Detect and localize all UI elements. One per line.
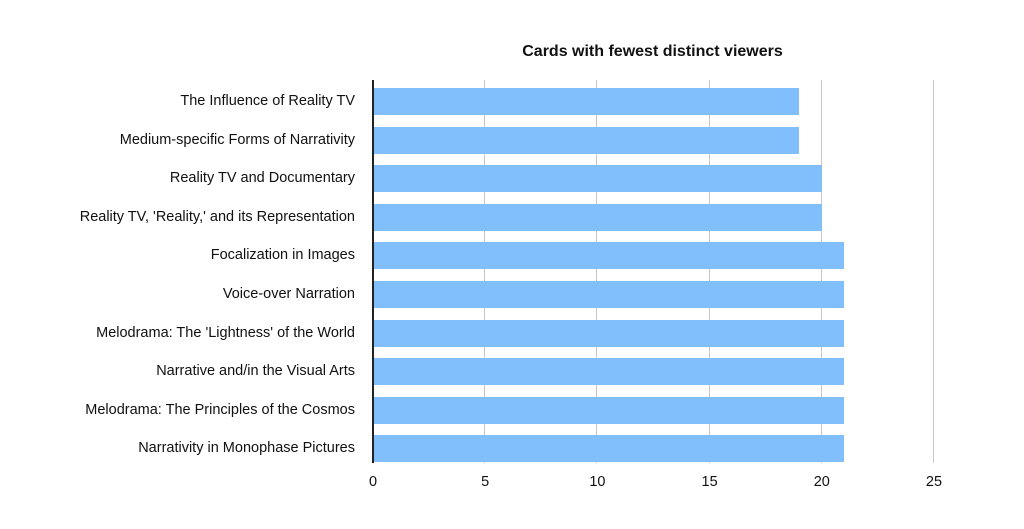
category-label: Voice-over Narration bbox=[222, 286, 355, 302]
bar bbox=[373, 242, 845, 270]
bar bbox=[373, 319, 845, 347]
category-label: Reality TV and Documentary bbox=[169, 170, 355, 187]
bar bbox=[373, 126, 800, 154]
x-tick-label: 5 bbox=[481, 474, 490, 490]
category-label: Melodrama: The 'Lightness' of the World bbox=[96, 324, 355, 341]
bar bbox=[373, 396, 845, 424]
gridline bbox=[709, 80, 710, 463]
bar bbox=[373, 165, 822, 193]
category-label: Narrativity in Monophase Pictures bbox=[138, 440, 355, 457]
x-tick-label: 0 bbox=[368, 474, 378, 490]
category-label: The Influence of Reality TV bbox=[180, 93, 355, 109]
category-label: Narrative and/in the Visual Arts bbox=[156, 363, 355, 380]
category-label: Focalization in Images bbox=[210, 247, 355, 264]
gridline bbox=[596, 80, 597, 463]
bar bbox=[373, 281, 845, 308]
bar bbox=[373, 358, 845, 386]
gridline bbox=[484, 80, 485, 463]
bar bbox=[373, 88, 800, 115]
x-tick-label: 10 bbox=[589, 474, 606, 490]
gridline bbox=[933, 80, 934, 463]
y-axis-line bbox=[372, 80, 374, 463]
bar bbox=[373, 435, 845, 463]
category-label: Medium-specific Forms of Narrativity bbox=[119, 131, 355, 148]
bar bbox=[373, 203, 822, 231]
category-label: Melodrama: The Principles of the Cosmos bbox=[85, 401, 355, 418]
category-label: Reality TV, 'Reality,' and its Represent… bbox=[79, 208, 355, 225]
plot-area bbox=[372, 80, 934, 463]
chart-title: Cards with fewest distinct viewers bbox=[522, 43, 783, 60]
x-tick-label: 15 bbox=[701, 474, 718, 490]
x-tick-label: 25 bbox=[925, 474, 943, 490]
x-tick-label: 20 bbox=[813, 474, 830, 490]
gridline bbox=[821, 80, 822, 463]
